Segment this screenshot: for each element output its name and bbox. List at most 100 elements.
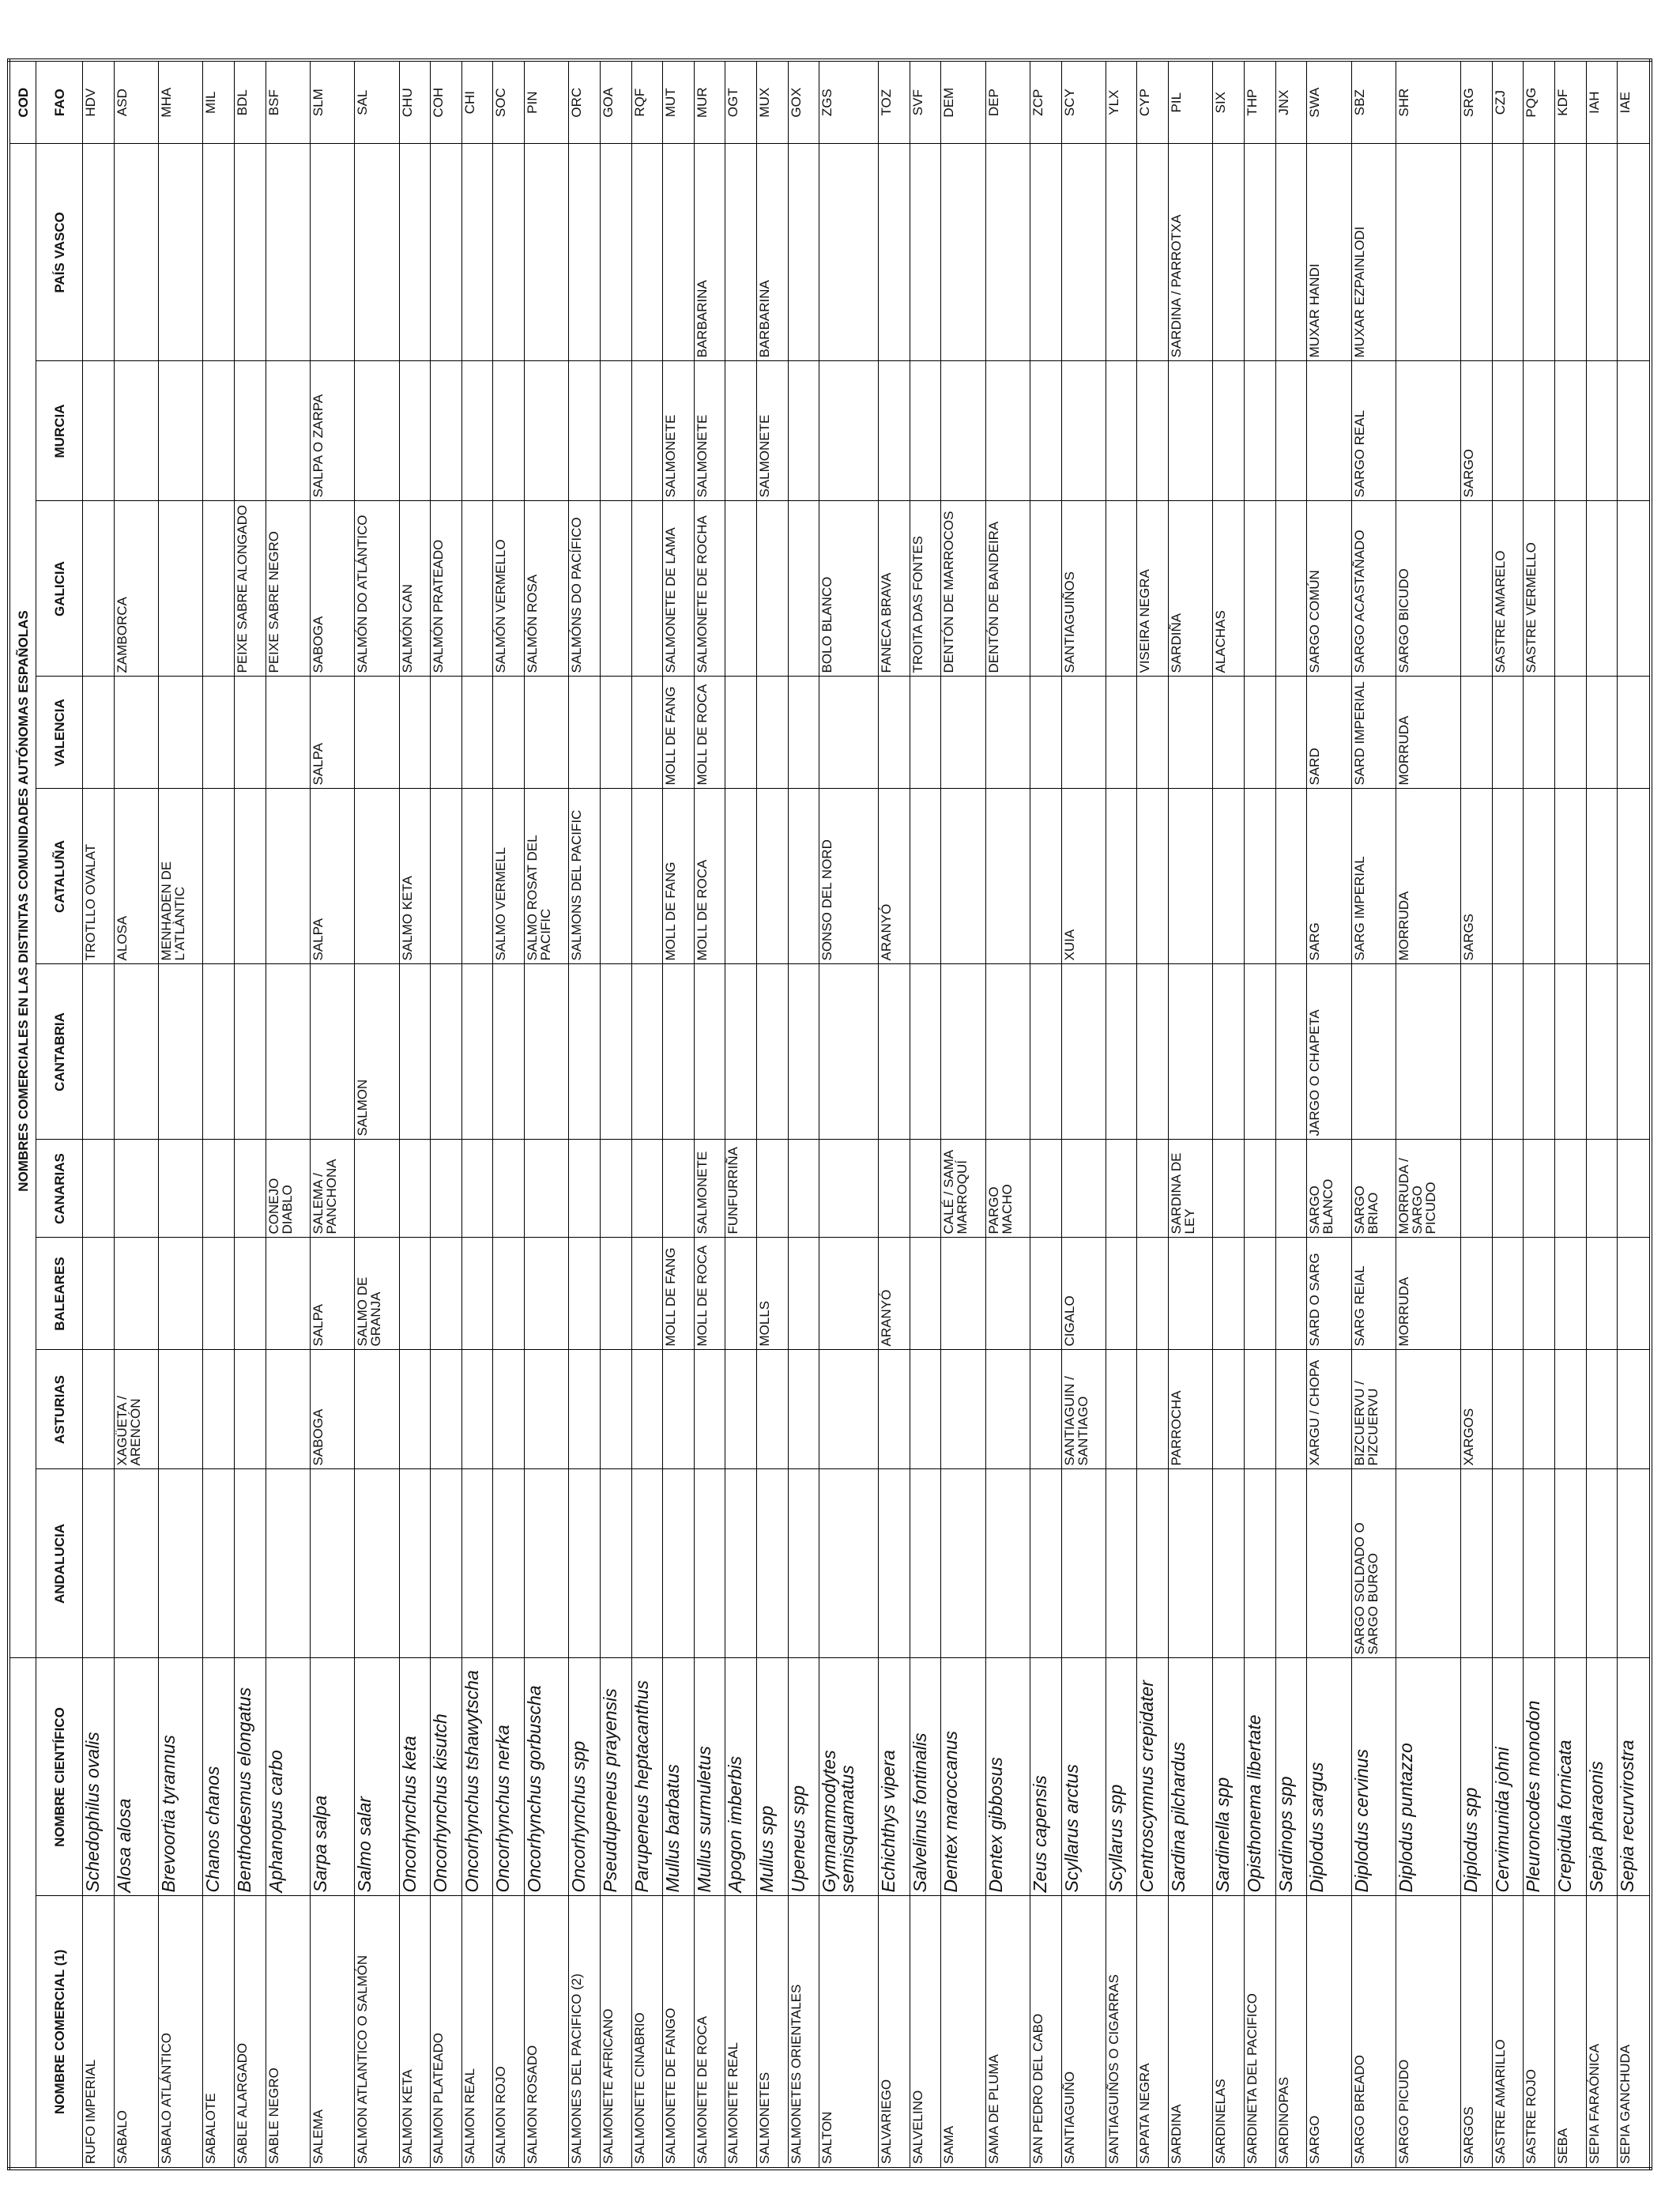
column-header: CANTABRIA xyxy=(36,964,83,1140)
regional-name xyxy=(725,143,757,361)
regional-name xyxy=(1168,1238,1213,1350)
regional-name xyxy=(1492,361,1524,501)
fao-code: MUT xyxy=(662,59,695,144)
regional-name: MORRUDA / SARGO PICUDO xyxy=(1396,1140,1461,1238)
regional-name xyxy=(631,1350,663,1469)
commercial-name: SALMONETE REAL xyxy=(725,1896,757,2169)
regional-name: SARGS xyxy=(1460,789,1493,964)
commercial-name: SALMONETE CINABRIO xyxy=(631,1896,663,2169)
regional-name xyxy=(461,1469,493,1658)
regional-name xyxy=(1061,1140,1106,1238)
table-row: SALMON KETA Oncorhynchus keta SALMO KETA SA… xyxy=(399,59,431,2169)
fao-code: HDV xyxy=(82,59,115,144)
regional-name xyxy=(1492,1238,1524,1350)
regional-name xyxy=(600,501,632,677)
scientific-name: Salmo salar xyxy=(354,1658,400,1896)
regional-name xyxy=(600,143,632,361)
regional-name xyxy=(1617,1350,1651,1469)
fao-code: PIL xyxy=(1168,59,1213,144)
regional-name xyxy=(788,143,819,361)
scientific-name: Zeus capensis xyxy=(1030,1658,1061,1896)
regional-name: MORRUDA xyxy=(1396,677,1461,789)
scientific-name: Salvelinus fontinalis xyxy=(910,1658,941,1896)
regional-name xyxy=(158,964,203,1140)
regional-name xyxy=(1061,964,1106,1140)
regional-name xyxy=(1586,143,1618,361)
regional-name xyxy=(266,1469,311,1658)
regional-name xyxy=(430,677,462,789)
regional-name xyxy=(1306,361,1352,501)
fao-code: DEM xyxy=(940,59,986,144)
column-header: ASTURIAS xyxy=(36,1350,83,1469)
regional-name xyxy=(1136,677,1169,789)
regional-name xyxy=(1030,143,1061,361)
regional-name: SALMO KETA xyxy=(399,789,431,964)
regional-name xyxy=(234,964,266,1140)
regional-name xyxy=(910,964,941,1140)
commercial-name: SALVARIEGO xyxy=(878,1896,910,2169)
commercial-name: SALMONETES xyxy=(756,1896,789,2169)
scientific-name: Parupeneus heptacanthus xyxy=(631,1658,663,1896)
regional-name xyxy=(631,1238,663,1350)
regional-name xyxy=(1492,1140,1524,1238)
regional-name xyxy=(819,964,879,1140)
regional-name xyxy=(662,1350,695,1469)
regional-name xyxy=(940,964,986,1140)
regional-name: ARANYÓ xyxy=(878,1238,910,1350)
regional-name xyxy=(1136,1350,1169,1469)
fao-code: SCY xyxy=(1061,59,1106,144)
regional-name xyxy=(878,1140,910,1238)
regional-name xyxy=(234,1238,266,1350)
scientific-name: Sardinella spp xyxy=(1212,1658,1245,1896)
regional-name xyxy=(1523,1140,1555,1238)
regional-name xyxy=(202,1469,235,1658)
scientific-name: Schedophilus ovalis xyxy=(82,1658,115,1896)
regional-name xyxy=(910,1350,941,1469)
regional-name xyxy=(1492,1469,1524,1658)
regional-name xyxy=(1244,143,1276,361)
regional-name xyxy=(1396,143,1461,361)
regional-name xyxy=(1586,1140,1618,1238)
column-header: NOMBRE COMERCIAL (1) xyxy=(36,1896,83,2169)
regional-name xyxy=(662,1140,695,1238)
regional-name xyxy=(202,143,235,361)
regional-name: SALMO DE GRANJA xyxy=(354,1238,400,1350)
table-row: SABLE NEGRO Aphanopus carbo CONEJO DIABLO P… xyxy=(266,59,311,2169)
regional-name xyxy=(1554,964,1587,1140)
table-row: SARDINETA DEL PACIFICO Opisthonema libert… xyxy=(1244,59,1276,2169)
commercial-name: SASTRE AMARILLO xyxy=(1492,1896,1524,2169)
table-row: RUFO IMPERIAL Schedophilus ovalis TROTLLO … xyxy=(82,59,115,2169)
fao-code: JNX xyxy=(1275,59,1307,144)
commercial-name: SABALO xyxy=(114,1896,159,2169)
regional-name: PARROCHA xyxy=(1168,1350,1213,1469)
regional-name: SALMONETE xyxy=(662,361,695,501)
regional-name xyxy=(310,1469,355,1658)
table-row: SALEMA Sarpa salpa SABOGA SALPA SALEMA / PAN… xyxy=(310,59,355,2169)
regional-name xyxy=(568,143,601,361)
regional-name xyxy=(234,677,266,789)
regional-name: SALMONETE xyxy=(694,361,725,501)
regional-name xyxy=(568,361,601,501)
fao-code: IAE xyxy=(1617,59,1651,144)
regional-name xyxy=(82,143,115,361)
regional-name: SALMO VERMELL xyxy=(492,789,525,964)
regional-name xyxy=(985,789,1030,964)
regional-name: SALPA xyxy=(310,677,355,789)
regional-name xyxy=(756,1140,789,1238)
table-row: SALTON Gymnammodytes semisquamatus SONSO D… xyxy=(819,59,879,2169)
regional-name xyxy=(940,677,986,789)
regional-name xyxy=(725,1238,757,1350)
species-table: NOMBRES COMERCIALES EN LAS DISTINTAS COM… xyxy=(7,58,1652,2170)
regional-name: MORRUDA xyxy=(1396,1238,1461,1350)
regional-name xyxy=(430,789,462,964)
regional-name: SALMÓN DO ATLÁNTICO xyxy=(354,501,400,677)
regional-name xyxy=(819,361,879,501)
commercial-name: SALMONETE DE ROCA xyxy=(694,1896,725,2169)
fao-code: ORC xyxy=(568,59,601,144)
regional-name xyxy=(1168,964,1213,1140)
regional-name xyxy=(354,1350,400,1469)
regional-name: TROITA DAS FONTES xyxy=(910,501,941,677)
regional-name: SARGO COMÚN xyxy=(1306,501,1352,677)
regional-name: MOLL DE ROCA xyxy=(694,789,725,964)
